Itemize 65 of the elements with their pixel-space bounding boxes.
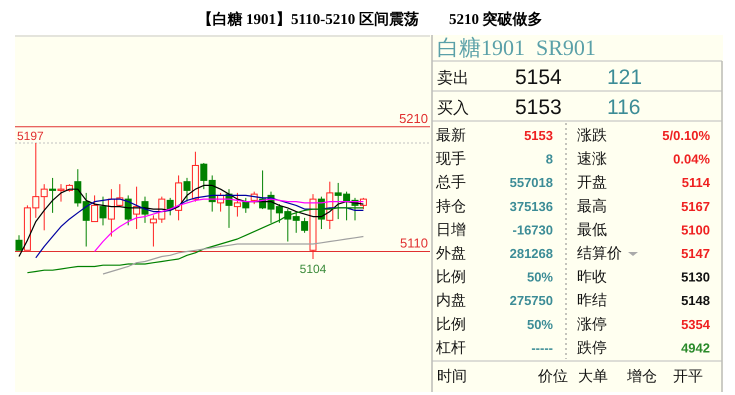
text: 比例 [436, 268, 466, 286]
text: 卖出 [437, 69, 469, 87]
candlestick [100, 196, 106, 226]
annotation: 5197 [17, 129, 44, 143]
text: 5167 [681, 198, 710, 214]
text: 275750 [510, 293, 553, 308]
annotation: 5104 [300, 262, 327, 276]
text: 5100 [681, 222, 710, 238]
text: 121 [607, 66, 642, 89]
text: 5153 [515, 96, 562, 119]
text: 结算价 [577, 245, 622, 262]
text: 最高 [577, 198, 607, 215]
text: 现手 [436, 150, 466, 168]
candlestick [242, 197, 250, 214]
text: 时间 [437, 368, 467, 385]
text: 5154 [515, 66, 562, 89]
text: 持仓 [436, 198, 466, 215]
text: 最低 [577, 221, 607, 238]
text: 5354 [681, 316, 711, 332]
text: 涨停 [577, 316, 607, 333]
text: 5148 [681, 293, 710, 308]
candlestick [91, 194, 98, 222]
text: 5130 [681, 270, 710, 285]
text: 最新 [436, 127, 466, 144]
candlestick [184, 177, 190, 202]
text: 50% [526, 316, 554, 332]
text: 日增 [436, 221, 466, 238]
candlestick [234, 192, 241, 218]
text: 内盘 [436, 292, 466, 310]
text: 5153 [524, 128, 553, 143]
text: ----- [531, 340, 553, 356]
text: 开平 [673, 368, 703, 385]
text: 281268 [510, 246, 553, 261]
text: -16730 [512, 222, 553, 238]
candlestick [301, 217, 308, 234]
text: 昨结 [577, 292, 607, 310]
text: 8 [546, 152, 553, 167]
text: 价位 [537, 368, 568, 385]
text: 杠杆 [435, 339, 466, 356]
text: 开盘 [577, 174, 607, 192]
text: 涨跌 [577, 127, 607, 144]
text: 白糖1901 SR901 [437, 35, 596, 60]
text: 总手 [435, 174, 466, 192]
text: 比例 [436, 316, 466, 333]
ref-line-label: 5110 [400, 236, 428, 251]
candlestick [49, 177, 56, 214]
text: 116 [607, 96, 640, 119]
ref-line-label: 5210 [399, 110, 428, 126]
text: 5114 [682, 175, 711, 190]
text: 大单 [578, 368, 608, 385]
text: 375136 [510, 198, 553, 214]
text: 557018 [510, 175, 553, 190]
text: 外盘 [436, 245, 466, 262]
text: 4942 [681, 340, 710, 356]
text: 增仓 [626, 368, 657, 385]
text: 5/0.10% [662, 128, 710, 143]
text: 昨收 [577, 268, 607, 286]
text: 买入 [437, 99, 469, 117]
text: 跌停 [577, 339, 607, 356]
text: 0.04% [673, 152, 710, 167]
candlestick [16, 234, 22, 251]
text: 5147 [681, 246, 710, 261]
chart-title: 【白糖 1901】5110-5210 区间震荡 5210 突破做多 [197, 10, 543, 28]
text: 50% [526, 270, 554, 285]
text: 速涨 [577, 150, 607, 168]
